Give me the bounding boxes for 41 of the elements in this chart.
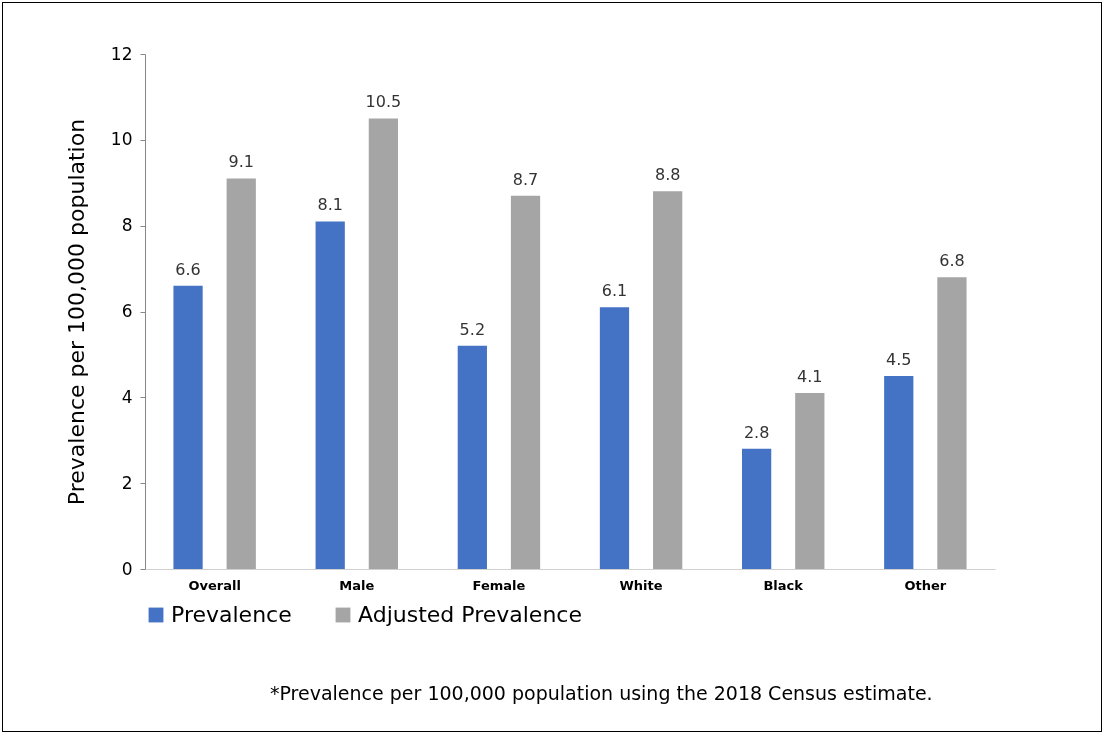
x-tick-label: Male (339, 577, 375, 593)
x-tick-label: Overall (188, 577, 241, 593)
data-label: 8.1 (317, 195, 343, 215)
y-tick-label: 8 (121, 215, 133, 236)
legend-label: Prevalence (171, 602, 292, 627)
data-label: 6.6 (175, 259, 201, 279)
y-tick-label: 2 (121, 472, 133, 493)
bar (315, 221, 345, 569)
bar (795, 393, 825, 569)
data-label: 2.8 (743, 422, 770, 442)
bar (741, 448, 772, 569)
y-tick-label: 0 (121, 558, 133, 579)
x-tick-label: White (619, 577, 663, 593)
y-tick-label: 12 (110, 43, 133, 64)
bar (937, 277, 967, 569)
data-label: 6.1 (601, 281, 628, 301)
text: *Prevalence per 100,000 population using the 2018 Census estimate. (270, 682, 933, 704)
bar (226, 178, 256, 569)
bar (510, 195, 541, 569)
data-label: 5.2 (459, 319, 486, 339)
data-label: 8.7 (512, 169, 539, 189)
bar (599, 307, 630, 569)
data-label: 4.5 (886, 349, 912, 369)
bar (457, 345, 487, 569)
x-tick-label: Female (472, 577, 526, 593)
bar (884, 375, 914, 569)
data-label: 6.8 (939, 251, 965, 271)
x-tick-label: Other (904, 577, 947, 593)
y-tick-label: 4 (121, 386, 133, 407)
legend-label: Adjusted Prevalence (358, 602, 582, 627)
y-tick-label: 6 (121, 301, 133, 321)
data-label: 4.1 (797, 367, 823, 387)
x-tick-label: Black (763, 577, 804, 593)
y-axis-title: Prevalence per 100,000 population (63, 118, 89, 506)
data-label: 9.1 (228, 152, 254, 172)
bar (368, 118, 399, 569)
data-label: 8.8 (654, 165, 681, 185)
data-label: 10.5 (365, 92, 402, 112)
bar (653, 191, 683, 569)
y-tick-label: 10 (110, 129, 133, 150)
bar (173, 285, 203, 569)
